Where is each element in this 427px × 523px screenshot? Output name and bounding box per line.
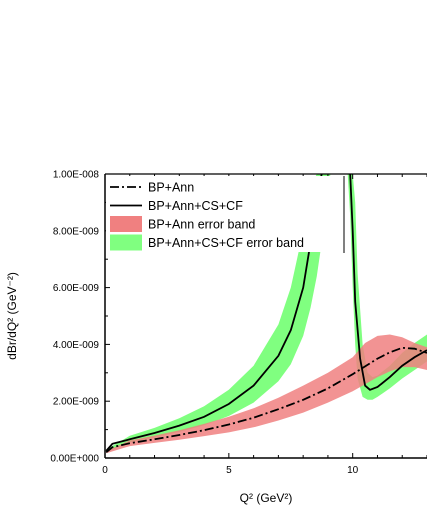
y-tick-label: 8.00E-009 [53, 226, 100, 237]
error-bands [106, 174, 427, 454]
legend-item-ann-band-label: BP+Ann error band [148, 218, 255, 232]
y-tick-label: 6.00E-009 [53, 283, 100, 294]
legend-item-cscf-band-label: BP+Ann+CS+CF error band [148, 236, 304, 250]
x-tick-label: 0 [102, 465, 108, 476]
legend: BP+Ann BP+Ann+CS+CF BP+Ann error band BP+An… [106, 176, 345, 253]
y-tick-label: 2.00E-009 [53, 397, 100, 408]
cscf-line-segment-1 [349, 174, 427, 391]
x-tick-label: 5 [226, 465, 232, 476]
tick-labels: 0 5 10 0.00E+000 2.00E-009 4.00E-009 6.00E-009… [50, 170, 358, 477]
cscf-error-band-segment-0 [106, 174, 331, 453]
legend-item-cscf-band-swatch [110, 234, 142, 251]
ann-line-segment-0 [105, 346, 427, 453]
ann-error-band-segment-0 [106, 334, 427, 454]
y-tick-label: 1.00E-008 [53, 170, 100, 181]
y-axis-label: dBr/dQ² (GeV⁻²) [5, 272, 19, 360]
legend-item-ann-band-swatch [110, 216, 142, 232]
y-tick-label: 0.00E+000 [50, 454, 99, 465]
y-tick-label: 4.00E-009 [53, 340, 100, 351]
x-axis-label: Q² (GeV²) [240, 491, 293, 505]
legend-background [106, 176, 344, 252]
legend-item-cscf-label: BP+Ann+CS+CF [148, 199, 243, 213]
x-tick-label: 10 [347, 465, 359, 476]
legend-item-ann-label: BP+Ann [148, 181, 194, 195]
